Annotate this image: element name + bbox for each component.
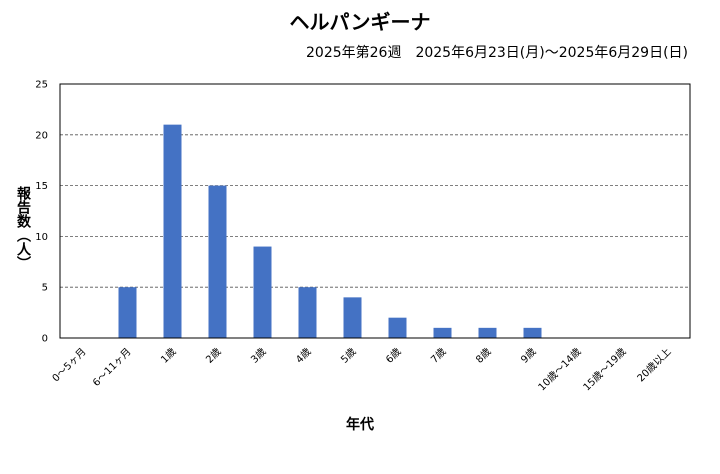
- x-tick-label: 8歳: [474, 346, 494, 366]
- bar: [478, 327, 497, 338]
- bars: [118, 124, 542, 338]
- bar: [253, 246, 272, 338]
- y-axis-label: 報告数（人）: [15, 186, 31, 270]
- y-tick-label: 15: [35, 181, 48, 192]
- x-tick-label: 6～11ヶ月: [90, 346, 133, 389]
- x-axis-label: 年代: [346, 417, 374, 433]
- bar: [433, 327, 452, 338]
- bar: [118, 287, 137, 338]
- gridlines: [60, 134, 690, 288]
- bar: [163, 124, 182, 338]
- x-tick-label: 4歳: [294, 346, 314, 366]
- bar: [523, 327, 542, 338]
- x-tick-label: 10歳～14歳: [536, 346, 584, 394]
- x-tick-label: 15歳～19歳: [581, 346, 629, 394]
- y-tick-label: 5: [42, 283, 48, 294]
- x-tick-label: 1歳: [159, 346, 179, 366]
- x-tick-label: 9歳: [519, 346, 539, 366]
- x-tick-label: 2歳: [204, 346, 224, 366]
- y-tick-label: 20: [35, 130, 48, 141]
- x-tick-label: 5歳: [339, 346, 359, 366]
- chart-title: ヘルパンギーナ: [289, 10, 431, 34]
- x-tick-label: 0～5ヶ月: [50, 346, 89, 385]
- bar: [298, 287, 317, 338]
- x-tick-label: 3歳: [249, 346, 269, 366]
- chart-subtitle: 2025年第26週 2025年6月23日(月)～2025年6月29日(日): [306, 45, 688, 61]
- x-tick-label: 7歳: [429, 346, 449, 366]
- x-tick-label: 20歳以上: [635, 346, 674, 385]
- x-ticks: 0～5ヶ月 6～11ヶ月 1歳 2歳 3歳 4歳 5歳 6歳 7歳 8歳 9歳10歳～14歳15歳～…: [50, 346, 674, 394]
- plot-frame: [59, 83, 691, 339]
- x-tick-label: 6歳: [384, 346, 404, 366]
- y-tick-label: 10: [35, 232, 48, 243]
- bar: [343, 297, 362, 338]
- y-ticks: 0 5 10 15 20 25: [35, 80, 48, 345]
- y-tick-label: 25: [35, 80, 48, 91]
- y-tick-label: 0: [42, 334, 48, 345]
- bar: [388, 317, 407, 338]
- bar: [208, 185, 227, 338]
